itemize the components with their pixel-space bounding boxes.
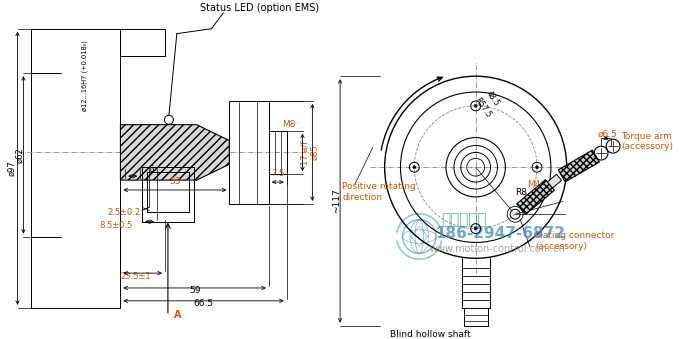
Text: 西安德伍拓: 西安德伍拓 xyxy=(441,213,486,227)
Text: 17 a/f: 17 a/f xyxy=(301,140,310,164)
Text: 2.5±0.2: 2.5±0.2 xyxy=(108,208,141,217)
Text: 59: 59 xyxy=(189,286,200,295)
Text: R57.5: R57.5 xyxy=(473,96,493,120)
Text: M6: M6 xyxy=(523,193,536,202)
Text: Blind hollow shaft: Blind hollow shaft xyxy=(390,331,470,339)
Circle shape xyxy=(536,166,538,169)
Text: 8.5±0.5: 8.5±0.5 xyxy=(99,221,133,230)
Text: A: A xyxy=(174,310,181,320)
Text: 23.5±1: 23.5±1 xyxy=(120,272,151,281)
Polygon shape xyxy=(120,125,230,180)
Text: 48.5: 48.5 xyxy=(484,89,501,108)
Polygon shape xyxy=(517,180,554,215)
Text: 53: 53 xyxy=(169,177,181,186)
Text: ø97: ø97 xyxy=(7,160,16,176)
Polygon shape xyxy=(547,174,561,188)
Text: M8: M8 xyxy=(282,120,295,129)
Text: ø85: ø85 xyxy=(311,144,320,160)
Text: 186-2947-6872: 186-2947-6872 xyxy=(435,226,565,241)
Text: 6: 6 xyxy=(148,165,154,174)
Text: Positive rotating
direction: Positive rotating direction xyxy=(342,182,416,202)
Circle shape xyxy=(413,166,416,169)
Text: 7.5: 7.5 xyxy=(271,169,284,178)
Text: R8: R8 xyxy=(515,188,527,197)
Text: ø12...16H7 (+0.018₀): ø12...16H7 (+0.018₀) xyxy=(81,40,88,111)
Text: Status LED (option EMS): Status LED (option EMS) xyxy=(199,3,318,13)
Text: ø62: ø62 xyxy=(15,147,24,163)
Circle shape xyxy=(474,227,477,230)
Text: ø6.5: ø6.5 xyxy=(598,129,618,138)
Text: www.motion-control.com.cn: www.motion-control.com.cn xyxy=(429,244,565,254)
Text: ~117: ~117 xyxy=(332,188,341,213)
Circle shape xyxy=(474,104,477,107)
Polygon shape xyxy=(558,150,599,182)
Text: Torque arm
(accessory): Torque arm (accessory) xyxy=(621,132,673,151)
Text: 15°: 15° xyxy=(567,170,581,179)
Text: Mating connector
(accessory): Mating connector (accessory) xyxy=(535,232,615,251)
Text: 66.5: 66.5 xyxy=(193,299,214,308)
Text: M4: M4 xyxy=(527,180,540,188)
